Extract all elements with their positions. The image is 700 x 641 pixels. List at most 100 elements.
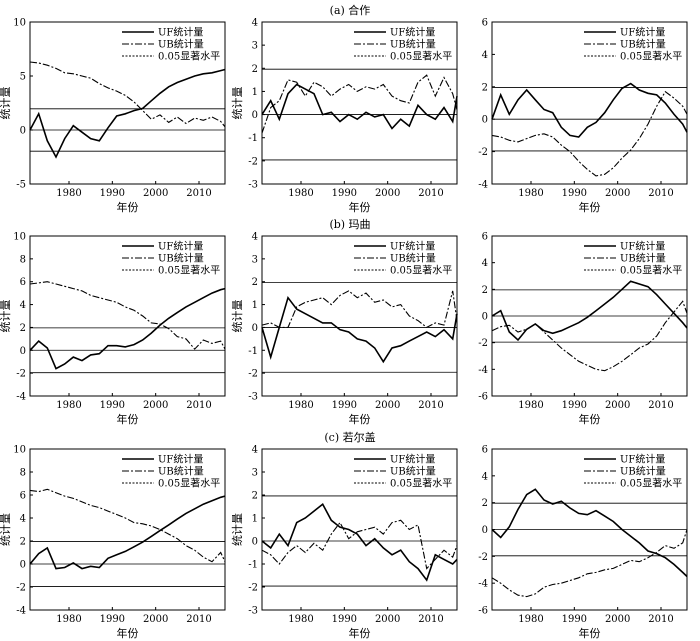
y-tick-label: 2	[482, 285, 488, 296]
panel-0: -5 0 5 10 1980 1990 2000 2010 年份 统计量 UF统计量UB统计量0.0…	[0, 18, 226, 214]
x-tick-label: 2010	[186, 614, 211, 625]
legend-label: UB统计量	[158, 465, 204, 478]
x-tick-label: 1990	[332, 188, 357, 199]
legend-label: UF统计量	[620, 26, 665, 39]
y-tick-label: 0	[252, 323, 258, 334]
x-tick-label: 2000	[605, 614, 630, 625]
legend-label: UF统计量	[158, 240, 203, 253]
x-tick-label: 1980	[518, 188, 543, 199]
ub-series-line	[491, 529, 688, 598]
x-tick-label: 1990	[100, 614, 125, 625]
ub-series-line	[261, 74, 458, 134]
y-tick-label: 4	[20, 514, 26, 525]
y-tick-label: -4	[478, 579, 488, 590]
uf-series-line	[491, 82, 688, 138]
y-tick-label: 0	[252, 537, 258, 548]
legend-label: UF统计量	[390, 453, 435, 466]
legend-label: UB统计量	[390, 38, 436, 51]
y-tick-label: 10	[13, 18, 26, 29]
y-tick-label: -4	[478, 180, 488, 191]
plot-frame	[29, 21, 226, 185]
legend-label: 0.05显著水平	[390, 477, 452, 490]
legend-label: 0.05显著水平	[158, 477, 220, 490]
uf-series-line	[261, 83, 458, 130]
panel-title-b: (b) 玛曲	[329, 218, 370, 231]
legend-label: UB统计量	[390, 252, 436, 265]
uf-series-line	[261, 502, 458, 582]
legend-label: UF统计量	[158, 26, 203, 39]
y-tick-label: 10	[13, 232, 26, 243]
legend-label: UB统计量	[620, 465, 666, 478]
y-axis-label: 统计量	[231, 300, 244, 333]
y-tick-label: -5	[16, 180, 26, 191]
x-axis-label: 年份	[579, 200, 601, 214]
y-tick-label: -2	[478, 338, 488, 349]
x-tick-label: 1990	[332, 614, 357, 625]
y-tick-label: 4	[252, 445, 258, 456]
legend-label: 0.05显著水平	[620, 264, 682, 277]
x-tick-label: 2000	[605, 188, 630, 199]
legend-label: UB统计量	[620, 38, 666, 51]
y-tick-label: 10	[13, 445, 26, 456]
y-tick-label: 3	[252, 254, 258, 265]
y-tick-label: 2	[482, 82, 488, 93]
y-tick-label: 0	[252, 110, 258, 121]
panel-title-a: (a) 合作	[330, 3, 371, 17]
x-tick-label: 1980	[56, 614, 81, 625]
panel-5: -6 -4 -2 0 2 4 6 1980 1990 2000 2010 年份 UF统计量UB统计量0.…	[478, 232, 688, 426]
y-tick-label: -3	[248, 606, 258, 617]
panel-3: -4 -2 0 2 4 6 8 10 1980 1990 2000 2010 年份 统计量 UF统计量UB统…	[0, 232, 226, 426]
x-tick-label: 1980	[56, 400, 81, 411]
x-tick-label: 2010	[418, 400, 443, 411]
legend-label: UB统计量	[390, 465, 436, 478]
y-axis-label: 统计量	[231, 87, 244, 120]
y-tick-label: 4	[482, 50, 488, 61]
legend-label: 0.05显著水平	[390, 50, 452, 63]
panel-title-c: (c) 若尔盖	[324, 430, 375, 444]
y-tick-label: -2	[248, 369, 258, 380]
y-tick-label: 6	[20, 491, 26, 502]
legend-label: 0.05显著水平	[390, 264, 452, 277]
y-tick-label: -2	[478, 147, 488, 158]
y-tick-label: 2	[20, 537, 26, 548]
x-tick-label: 2010	[648, 188, 673, 199]
y-tick-label: 8	[20, 254, 26, 265]
x-tick-label: 2010	[186, 188, 211, 199]
y-tick-label: 4	[20, 300, 26, 311]
y-tick-label: 0	[482, 312, 488, 323]
ub-series-line	[491, 300, 688, 372]
plot-frame	[491, 21, 688, 185]
y-tick-label: -4	[478, 365, 488, 376]
x-tick-label: 2000	[375, 188, 400, 199]
ub-series-line	[29, 61, 226, 128]
y-tick-label: -2	[248, 156, 258, 167]
panel-4: -3 -2 -1 0 1 2 3 4 1980 1990 2000 2010 年份 统计量 UF统计量UB统…	[231, 232, 458, 426]
uf-series-line	[29, 68, 226, 159]
panel-1: -3 -2 -1 0 1 2 3 4 1980 1990 2000 2010 年份 统计量 UF统计量UB统…	[231, 18, 458, 214]
y-tick-label: -6	[478, 606, 488, 617]
legend-label: 0.05显著水平	[620, 50, 682, 63]
x-tick-label: 1990	[562, 614, 587, 625]
x-tick-label: 1990	[562, 188, 587, 199]
x-tick-label: 1990	[562, 400, 587, 411]
y-tick-label: 5	[20, 72, 26, 83]
y-tick-label: -6	[478, 392, 488, 403]
y-axis-label: 统计量	[0, 87, 12, 120]
ub-series-line	[261, 519, 458, 570]
x-tick-label: 2000	[375, 400, 400, 411]
plot-frame	[29, 235, 226, 397]
panel-2: -4 -2 0 2 4 6 1980 1990 2000 2010 年份 UF统计量UB统计量0.05…	[478, 18, 688, 214]
x-tick-label: 1990	[332, 400, 357, 411]
legend-label: 0.05显著水平	[158, 264, 220, 277]
x-axis-label: 年份	[117, 626, 139, 640]
y-axis-label: 统计量	[0, 300, 12, 333]
x-tick-label: 1980	[56, 188, 81, 199]
y-tick-label: -1	[248, 133, 258, 144]
plot-frame	[261, 21, 458, 185]
x-axis-label: 年份	[579, 412, 601, 426]
y-tick-label: 2	[482, 498, 488, 509]
y-tick-label: 4	[482, 471, 488, 482]
x-tick-label: 2000	[605, 400, 630, 411]
y-tick-label: 4	[252, 232, 258, 243]
y-tick-label: 3	[252, 41, 258, 52]
